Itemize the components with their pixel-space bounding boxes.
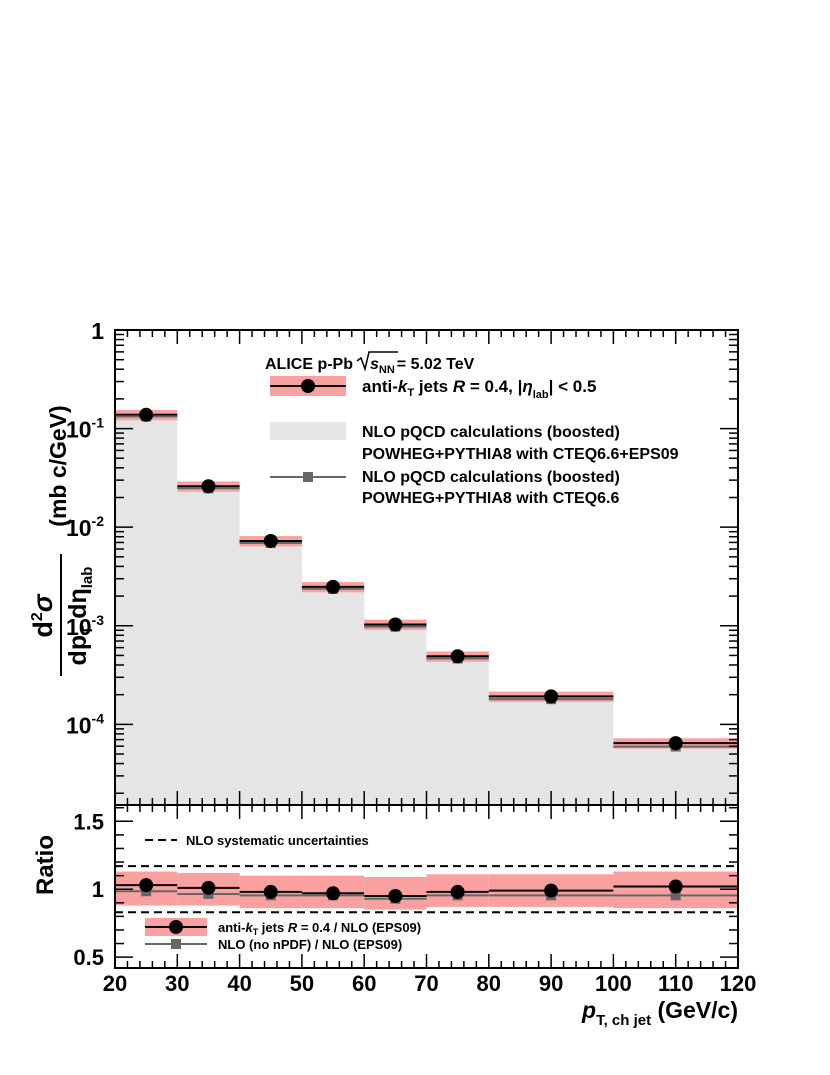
x-tick-label: 70 xyxy=(414,971,438,996)
nlo-eps09-bin xyxy=(115,416,178,805)
ratio-y-tick-label: 1.5 xyxy=(73,809,104,834)
data-point xyxy=(668,736,683,751)
ratio-data-point xyxy=(139,878,154,893)
legend-entry2-fill xyxy=(270,422,346,440)
ratio-data-point xyxy=(201,880,216,895)
data-point xyxy=(139,407,154,422)
legend-entry1-label: anti-kT jets R = 0.4, |ηlab| < 0.5 xyxy=(362,377,596,401)
ratio-x-ticks: 20 30 40 50 60 70 80 90 100 110 120 xyxy=(103,805,757,996)
data-point xyxy=(388,617,403,632)
y-tick-label: 10-2 xyxy=(66,513,104,541)
svg-text:(mb c/GeV): (mb c/GeV) xyxy=(45,405,71,526)
ratio-legend-entry1-label: anti-kT jets R = 0.4 / NLO (EPS09) xyxy=(218,920,421,937)
y-tick-label: 10-3 xyxy=(66,612,104,640)
legend-entry1-marker xyxy=(301,379,315,393)
nlo-eps09-bin xyxy=(239,541,302,805)
ratio-legend: anti-kT jets R = 0.4 / NLO (EPS09) NLO (… xyxy=(145,918,421,952)
x-tick-label: 90 xyxy=(539,971,563,996)
x-tick-label: 60 xyxy=(352,971,376,996)
legend-entry3-line1: NLO pQCD calculations (boosted) xyxy=(362,469,620,486)
legend-entry3-marker xyxy=(303,472,313,482)
ratio-nlo-marker xyxy=(670,890,681,901)
y-tick-label: 10-1 xyxy=(66,415,104,443)
svg-text:d2σ: d2σ xyxy=(28,593,58,637)
ratio-data-point xyxy=(450,884,465,899)
y-tick-label: 10-4 xyxy=(66,710,104,738)
data-points xyxy=(139,407,683,751)
x-tick-label: 120 xyxy=(720,971,757,996)
nlo-eps09-bin xyxy=(488,696,614,805)
ratio-legend-entry2-label: NLO (no nPDF) / NLO (EPS09) xyxy=(218,937,402,952)
data-point xyxy=(326,579,341,594)
x-tick-label: 40 xyxy=(227,971,251,996)
x-tick-label: 100 xyxy=(595,971,632,996)
y-tick-label: 1 xyxy=(91,318,104,344)
nlo-eps09-bin xyxy=(364,623,427,805)
ratio-data-points xyxy=(139,878,683,904)
ratio-legend-entry1-marker xyxy=(169,920,183,934)
nlo-eps09-bin xyxy=(177,487,240,805)
ratio-data-point xyxy=(668,879,683,894)
x-axis-label: pT, ch jet (GeV/c) xyxy=(581,997,738,1029)
legend-entry3-line2: POWHEG+PYTHIA8 with CTEQ6.6 xyxy=(362,490,619,507)
main-y-ticks: 1 10-1 10-2 10-3 10-4 xyxy=(66,318,738,794)
legend-header: ALICE p-Pb xyxy=(265,356,353,373)
ratio-data-point xyxy=(263,884,278,899)
ratio-y-tick-label: 1 xyxy=(92,877,104,902)
sqrt-symbol xyxy=(356,351,398,372)
main-y-label: d2σ dpT dηlab (mb c/GeV) xyxy=(28,405,96,676)
ratio-y-ticks: 0.5 1 1.5 xyxy=(73,806,738,970)
ratio-panel: 20 30 40 50 60 70 80 90 100 110 120 0.511.5 Ratio … xyxy=(32,804,757,1029)
nlo-eps09-bin xyxy=(301,587,365,805)
x-tick-label: 30 xyxy=(165,971,189,996)
x-tick-label: 110 xyxy=(658,971,694,996)
legend-entry2-line1: NLO pQCD calculations (boosted) xyxy=(362,424,620,441)
data-point xyxy=(263,533,278,548)
ratio-data-point xyxy=(544,883,559,898)
ratio-data-point xyxy=(326,886,341,901)
svg-text:sNN= 5.02 TeV: sNN = 5.02 TeV xyxy=(370,356,475,376)
main-x-ticks xyxy=(114,330,739,805)
x-tick-label: 20 xyxy=(103,971,127,996)
ratio-y-label: Ratio xyxy=(32,835,59,895)
data-point xyxy=(201,479,216,494)
ratio-y-tick-label: 0.5 xyxy=(73,945,104,970)
x-tick-label: 80 xyxy=(477,971,501,996)
main-panel: 1 10-1 10-2 10-3 10-4 d2σ dpT dηlab (mb c/Ge… xyxy=(28,318,739,806)
ratio-data-point xyxy=(388,889,403,904)
x-tick-label: 50 xyxy=(290,971,314,996)
data-point xyxy=(544,689,559,704)
legend-entry2-line2: POWHEG+PYTHIA8 with CTEQ6.6+EPS09 xyxy=(362,446,679,463)
svg-text:dpT dηlab: dpT dηlab xyxy=(64,567,96,666)
nlo-eps09-bin xyxy=(426,656,489,805)
main-legend: ALICE p-Pb sNN = 5.02 TeV anti-kT jets R … xyxy=(265,351,679,507)
annotation-nlo-sys: NLO systematic uncertainties xyxy=(186,833,369,848)
data-point xyxy=(450,649,465,664)
ratio-legend-entry2-marker xyxy=(171,939,181,949)
